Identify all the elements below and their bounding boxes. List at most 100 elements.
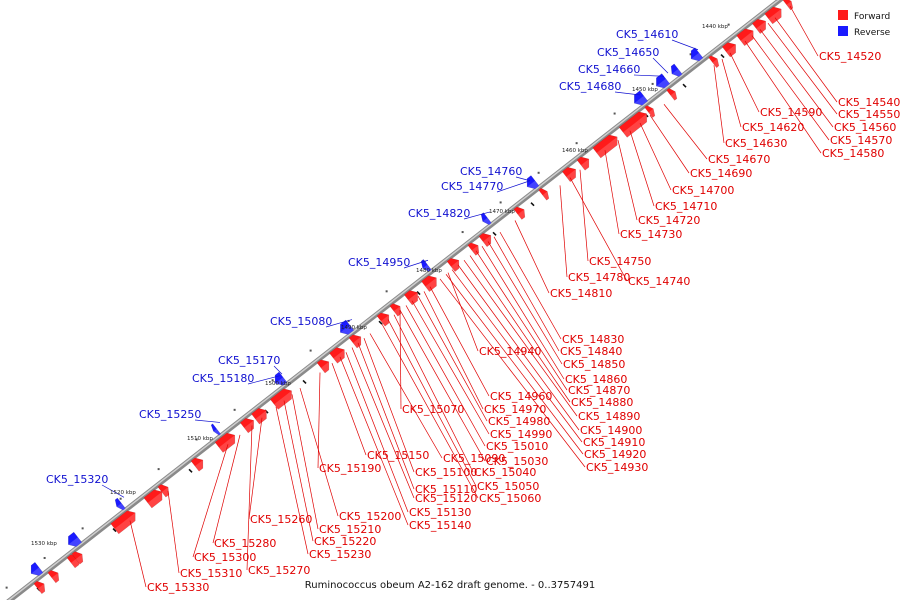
leader-line (291, 394, 319, 530)
forward-gene-arrow-shade (756, 21, 766, 34)
forward-gene-label: CK5_14780 (568, 271, 630, 284)
tick-dot (233, 408, 236, 411)
leader-line (101, 484, 125, 498)
forward-gene-label: CK5_14990 (490, 428, 552, 441)
forward-gene-arrow (71, 551, 84, 565)
forward-gene-label: CK5_14700 (672, 184, 734, 197)
forward-gene-label: CK5_14690 (690, 167, 752, 180)
leader-line (475, 250, 568, 391)
reverse-gene-arrow (526, 175, 540, 190)
forward-gene-arrow (751, 18, 766, 34)
leader-line (721, 58, 742, 128)
forward-gene-label: CK5_15200 (339, 510, 401, 523)
kbp-label: 1490 kbp (341, 325, 367, 331)
forward-gene-arrow (33, 580, 46, 595)
leader-line (275, 406, 309, 555)
kbp-label: 1520 kbp (110, 490, 136, 496)
forward-gene-label: CK5_14580 (822, 147, 884, 160)
forward-gene-arrow-shade (726, 44, 736, 57)
forward-gene-label: CK5_14750 (589, 255, 651, 268)
reverse-gene-label: CK5_14660 (578, 63, 640, 76)
leader-line (345, 352, 409, 513)
leader-line (663, 104, 708, 160)
backbone-shadow (6, 0, 784, 600)
forward-gene-label: CK5_14850 (563, 358, 625, 371)
forward-gene-arrow (721, 42, 736, 58)
tick-dot (727, 23, 730, 26)
forward-gene-arrow (269, 388, 292, 410)
forward-gene-label: CK5_15090 (443, 452, 505, 465)
reverse-gene-arrow (656, 73, 671, 89)
leader-line (514, 220, 550, 294)
tick-dot (537, 171, 540, 174)
forward-gene-label: CK5_14550 (838, 108, 900, 121)
leader-line (192, 444, 229, 558)
forward-gene-label: CK5_14940 (479, 345, 541, 358)
leader-line (325, 319, 353, 328)
forward-gene-arrow-shade (451, 260, 459, 272)
forward-gene-arrow (708, 55, 720, 69)
leader-line (744, 40, 822, 154)
label-leader-lines (101, 5, 838, 588)
kbp-label: 1460 kbp (562, 148, 588, 154)
leader-line (194, 419, 221, 423)
legend-reverse-label: Reverse (854, 28, 891, 38)
tick-mark (112, 528, 117, 533)
forward-gene-label: CK5_14630 (725, 137, 787, 150)
leader-line (393, 314, 474, 473)
leader-line (247, 375, 281, 385)
leader-line (617, 140, 638, 221)
leader-line (559, 185, 568, 278)
forward-gene-label: CK5_14670 (708, 153, 770, 166)
forward-gene-arrow (538, 187, 550, 201)
reverse-gene-arrow (274, 371, 288, 386)
forward-gene-arrow (251, 408, 267, 425)
forward-gene-arrow-shade (219, 435, 235, 453)
forward-gene-label: CK5_14860 (565, 373, 627, 386)
forward-gene-label: CK5_15210 (319, 523, 381, 536)
legend-reverse-swatch (838, 26, 848, 36)
leader-line (445, 274, 584, 455)
leader-line (633, 74, 665, 77)
tick-dot (347, 319, 350, 322)
forward-gene-label: CK5_15050 (477, 480, 539, 493)
leader-line (317, 372, 321, 469)
tick-dot (309, 349, 312, 352)
leader-line (351, 347, 415, 499)
reverse-gene-label: CK5_14610 (616, 28, 678, 41)
leader-line (729, 52, 760, 113)
leader-line (439, 278, 586, 468)
tick-mark (682, 83, 687, 88)
forward-gene-arrow (421, 275, 437, 292)
forward-gene-arrow (478, 233, 492, 248)
forward-gene-arrow-shade (381, 314, 389, 327)
forward-gene-label: CK5_15100 (415, 466, 477, 479)
reverse-gene-arrow-shade (527, 180, 539, 189)
reverse-gene-arrow-shade (656, 78, 670, 89)
forward-gene-label: CK5_15140 (409, 519, 471, 532)
tick-dot (385, 290, 388, 293)
forward-gene-label: CK5_15310 (180, 567, 242, 580)
forward-gene-label: CK5_15230 (309, 548, 371, 561)
forward-gene-arrow-shade (408, 292, 418, 305)
leader-line (403, 259, 429, 269)
leader-line (774, 17, 838, 103)
genome-backbone (6, 0, 784, 600)
forward-gene-arrow-shade (566, 169, 576, 182)
leader-line (417, 295, 488, 422)
forward-gene-label: CK5_14620 (742, 121, 804, 134)
forward-gene-arrow-shade (75, 554, 83, 565)
backbone-highlight (7, 0, 780, 600)
leader-line (457, 264, 580, 431)
leader-line (649, 114, 690, 174)
leader-line (399, 310, 402, 410)
leader-line (299, 387, 339, 517)
leader-line (357, 342, 415, 490)
forward-gene-arrow (467, 242, 480, 256)
tick-dot (119, 497, 122, 500)
forward-gene-label: CK5_14970 (484, 403, 546, 416)
forward-gene-label: CK5_14590 (760, 106, 822, 119)
tick-dot (499, 201, 502, 204)
leader-line (331, 363, 367, 456)
